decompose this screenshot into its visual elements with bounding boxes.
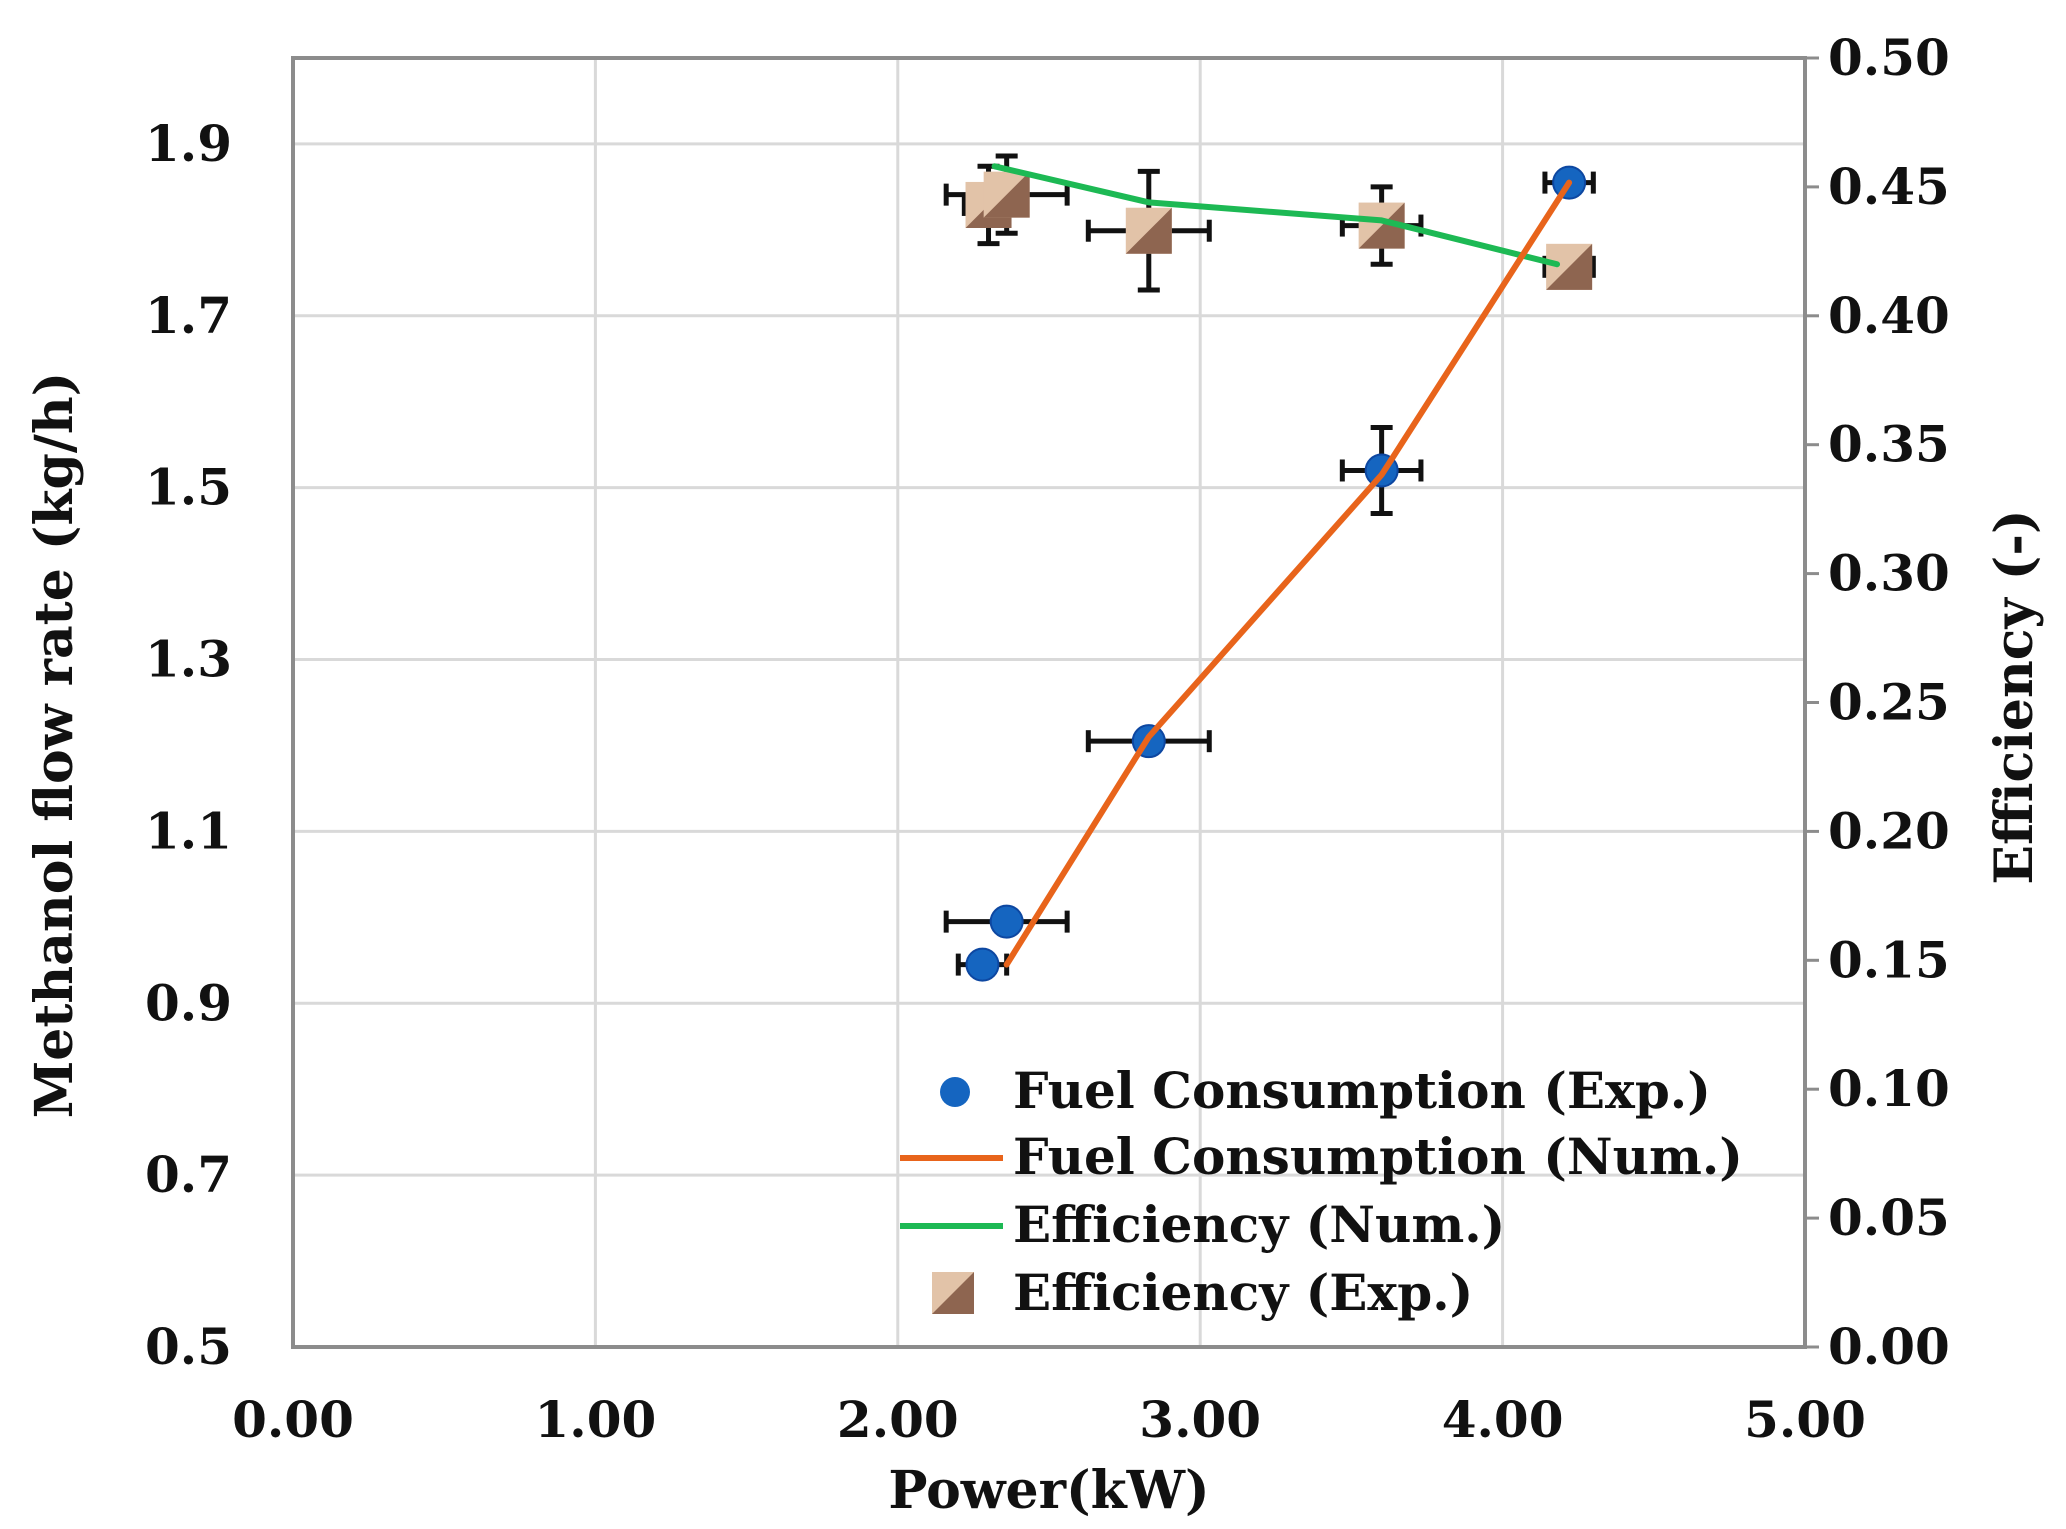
x-axis-ticks: 0.00 1.00 2.00 3.00 4.00 5.00 xyxy=(232,1390,1866,1449)
series-line xyxy=(991,163,1561,268)
y-tick-label: 0.7 xyxy=(145,1145,232,1204)
data-point-square xyxy=(1546,243,1593,290)
series-2 xyxy=(991,163,1561,268)
legend-item-fuel-exp: Fuel Consumption (Exp.) xyxy=(940,1061,1711,1120)
square-shade xyxy=(1358,202,1405,249)
legend-item-eff-exp: Efficiency (Exp.) xyxy=(932,1263,1473,1322)
y2-tick-label: 0.25 xyxy=(1828,673,1950,732)
series-1 xyxy=(1003,179,1573,968)
legend-label-fuel-exp: Fuel Consumption (Exp.) xyxy=(1013,1061,1711,1120)
series-layer xyxy=(943,153,1596,982)
legend-item-fuel-num: Fuel Consumption (Num.) xyxy=(900,1127,1743,1186)
y-tick-label: 1.5 xyxy=(145,458,232,517)
square-shade xyxy=(1125,207,1172,254)
series-3 xyxy=(943,153,1596,293)
x-tick-label: 2.00 xyxy=(837,1390,959,1449)
y2-tick-label: 0.45 xyxy=(1828,157,1950,216)
legend-item-eff-num: Efficiency (Num.) xyxy=(900,1195,1505,1254)
square-shade xyxy=(1546,243,1593,290)
y-tick-label: 1.7 xyxy=(145,286,232,345)
data-point-circle xyxy=(989,904,1024,939)
y2-tick-label: 0.05 xyxy=(1828,1188,1950,1247)
y2-tick-label: 0.15 xyxy=(1828,930,1950,989)
x-tick-label: 4.00 xyxy=(1442,1390,1564,1449)
x-tick-label: 3.00 xyxy=(1139,1390,1261,1449)
x-tick-label: 1.00 xyxy=(535,1390,657,1449)
gridlines xyxy=(293,58,1805,1347)
y-tick-label: 1.9 xyxy=(145,114,232,173)
y-tick-label: 1.3 xyxy=(145,630,232,689)
data-point-square xyxy=(1125,207,1172,254)
y2-tick-label: 0.50 xyxy=(1828,28,1950,87)
y2-tick-label: 0.00 xyxy=(1828,1317,1950,1376)
y2-tick-label: 0.35 xyxy=(1828,415,1950,474)
y2-tick-label: 0.40 xyxy=(1828,286,1950,345)
series-line xyxy=(1003,179,1573,968)
x-tick-label: 0.00 xyxy=(232,1390,354,1449)
right-axis-ticks: 0.00 0.05 0.10 0.15 0.20 0.25 0.30 0.35 0.40 0.45… xyxy=(1805,28,1950,1376)
y2-tick-label: 0.30 xyxy=(1828,544,1950,603)
x-tick-label: 5.00 xyxy=(1744,1390,1866,1449)
y-axis-title: Methanol flow rate (kg/h) xyxy=(24,372,85,1119)
legend-label-fuel-num: Fuel Consumption (Num.) xyxy=(1013,1127,1743,1186)
legend-marker-circle xyxy=(940,1077,970,1107)
y2-axis-title: Efficiency (-) xyxy=(1984,509,2045,884)
legend-label-eff-exp: Efficiency (Exp.) xyxy=(1013,1263,1473,1322)
y2-tick-label: 0.10 xyxy=(1828,1059,1950,1118)
y-tick-label: 0.9 xyxy=(145,973,232,1032)
square-shade xyxy=(983,171,1030,218)
y2-tick-label: 0.20 xyxy=(1828,801,1950,860)
legend-label-eff-num: Efficiency (Num.) xyxy=(1013,1195,1505,1254)
left-axis-ticks: 0.5 0.7 0.9 1.1 1.3 1.5 1.7 1.9 xyxy=(145,114,232,1376)
x-axis-title: Power(kW) xyxy=(888,1460,1209,1521)
data-point-circle xyxy=(965,947,1000,982)
legend: Fuel Consumption (Exp.) Fuel Consumption… xyxy=(900,1061,1743,1322)
y-tick-label: 0.5 xyxy=(145,1317,232,1376)
legend-marker-square xyxy=(932,1272,974,1314)
y-tick-label: 1.1 xyxy=(145,801,232,860)
data-point-square xyxy=(983,171,1030,218)
